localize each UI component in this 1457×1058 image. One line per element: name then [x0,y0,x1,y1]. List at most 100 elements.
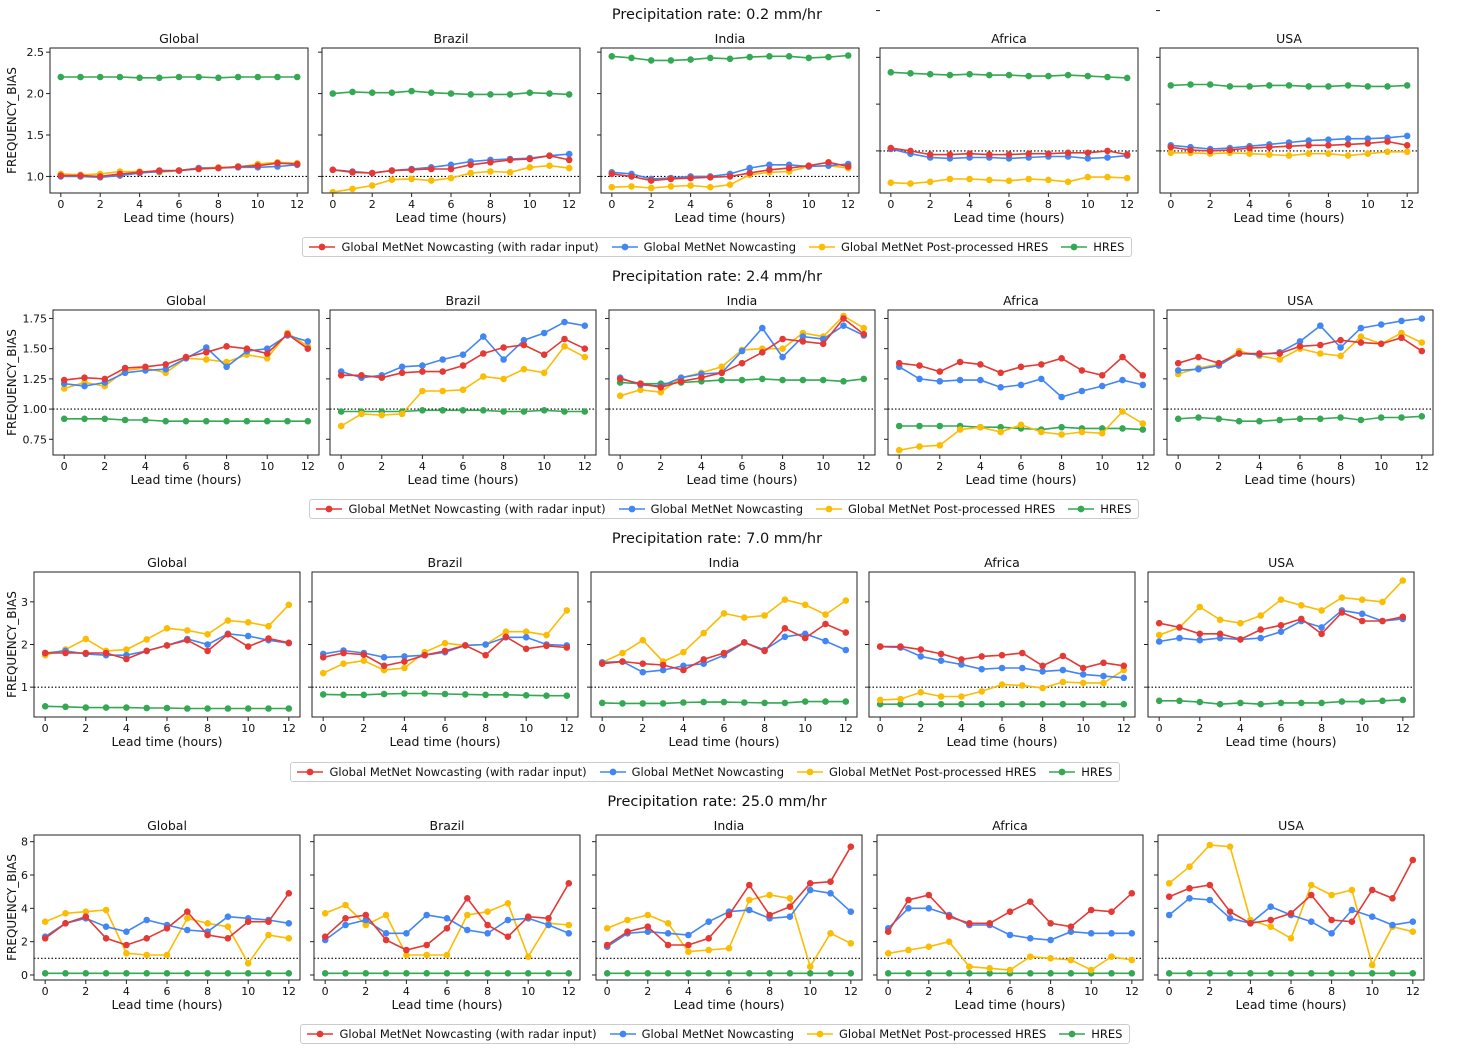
data-point [1344,82,1352,89]
data-point [1167,149,1175,157]
data-point [741,699,748,706]
data-point [82,970,90,977]
legend-swatch-marker [307,768,314,776]
data-point [1398,329,1405,337]
data-point [163,970,171,977]
data-point [844,163,852,170]
data-point [842,646,850,654]
x-tick-label: 12 [301,460,315,473]
data-point [1119,408,1126,415]
data-point [1067,956,1075,964]
legend-swatch [307,1030,334,1038]
data-point [1344,141,1352,148]
data-point [687,174,694,182]
data-point [1067,923,1075,930]
data-point [725,911,733,919]
data-point [162,417,169,425]
data-point [102,704,110,711]
data-point [916,422,923,430]
data-point [1025,175,1032,183]
legend-label: Global MetNet Post-processed HRES [828,765,1037,779]
data-point [224,970,232,977]
panel-0-brazil: Brazil 0 2 4 6 8 10 12 Lead time (hours) [318,31,581,225]
data-point [619,649,626,657]
data-point [143,935,150,942]
data-point [565,880,573,887]
data-point [506,169,514,176]
data-point [565,150,573,158]
data-point [718,369,725,377]
x-tick-label: 0 [1166,985,1173,998]
data-point [419,387,426,395]
series-global-metnet-post-processed-hres [603,891,855,970]
data-point [1364,83,1372,90]
data-point [102,935,110,942]
data-point [480,350,487,357]
y-tick-label: 1.75 [23,312,48,325]
data-point [1176,634,1183,642]
data-point [223,363,230,371]
data-point [340,649,347,657]
data-point [1186,863,1193,870]
data-point [41,918,49,925]
data-point [897,695,904,703]
data-point [895,359,903,367]
data-point [1108,908,1115,915]
data-point [265,918,272,925]
data-point [62,910,69,917]
series-global-metnet-post-processed-hres [337,343,589,430]
data-point [657,384,665,391]
data-point [467,161,475,169]
data-point [685,941,692,949]
x-tick-label: 10 [519,722,533,735]
data-point [986,970,993,977]
data-point [285,890,293,897]
data-point [1038,375,1045,383]
series-hres [319,690,571,699]
data-point [725,970,733,977]
data-point [1277,622,1285,629]
data-point [204,970,211,977]
series-line [340,345,586,427]
data-point [329,90,337,97]
series-global-metnet-nowcasting-with-radar-input [895,353,1147,379]
data-point [936,442,944,449]
data-point [746,881,753,889]
data-point [1256,417,1263,425]
data-point [1403,148,1411,156]
data-point [41,649,49,657]
data-point [1277,628,1285,635]
data-point [1368,970,1376,977]
data-point [1328,930,1335,937]
series-global-metnet-nowcasting-with-radar-input [876,643,1128,672]
data-point [1337,352,1344,360]
data-point [285,705,293,712]
data-point [738,347,746,355]
data-point [707,54,714,62]
data-point [958,693,965,700]
data-point [77,172,84,179]
data-point [524,953,532,960]
x-tick-label: 6 [460,460,467,473]
data-point [1104,154,1111,161]
x-tick-label: 4 [698,460,705,473]
data-point [1246,144,1253,152]
x-axis-label: Lead time (hours) [395,210,506,225]
data-point [1059,666,1067,674]
data-point [203,356,210,363]
x-axis-label: Lead time (hours) [673,997,784,1012]
x-tick-label: 4 [403,985,410,998]
data-point [741,614,748,621]
data-point [786,913,794,920]
series-global-metnet-nowcasting-with-radar-input [1167,138,1411,155]
data-point [806,880,814,887]
data-point [1215,359,1223,367]
series-hres [337,407,589,415]
data-point [1047,970,1054,977]
data-point [1287,935,1295,942]
x-tick-label: 6 [442,722,449,735]
data-point [1176,624,1183,631]
data-point [1226,146,1234,154]
data-point [143,704,150,712]
legend-swatch-marker [1070,243,1078,251]
